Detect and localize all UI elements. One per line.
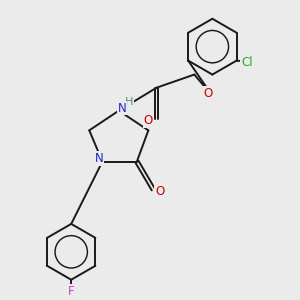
Text: H: H — [125, 98, 134, 107]
Text: O: O — [204, 87, 213, 100]
Text: F: F — [68, 285, 74, 298]
Text: O: O — [144, 114, 153, 127]
Text: N: N — [95, 152, 103, 165]
Text: Cl: Cl — [241, 56, 253, 69]
Text: N: N — [118, 101, 127, 115]
Text: O: O — [155, 185, 164, 198]
